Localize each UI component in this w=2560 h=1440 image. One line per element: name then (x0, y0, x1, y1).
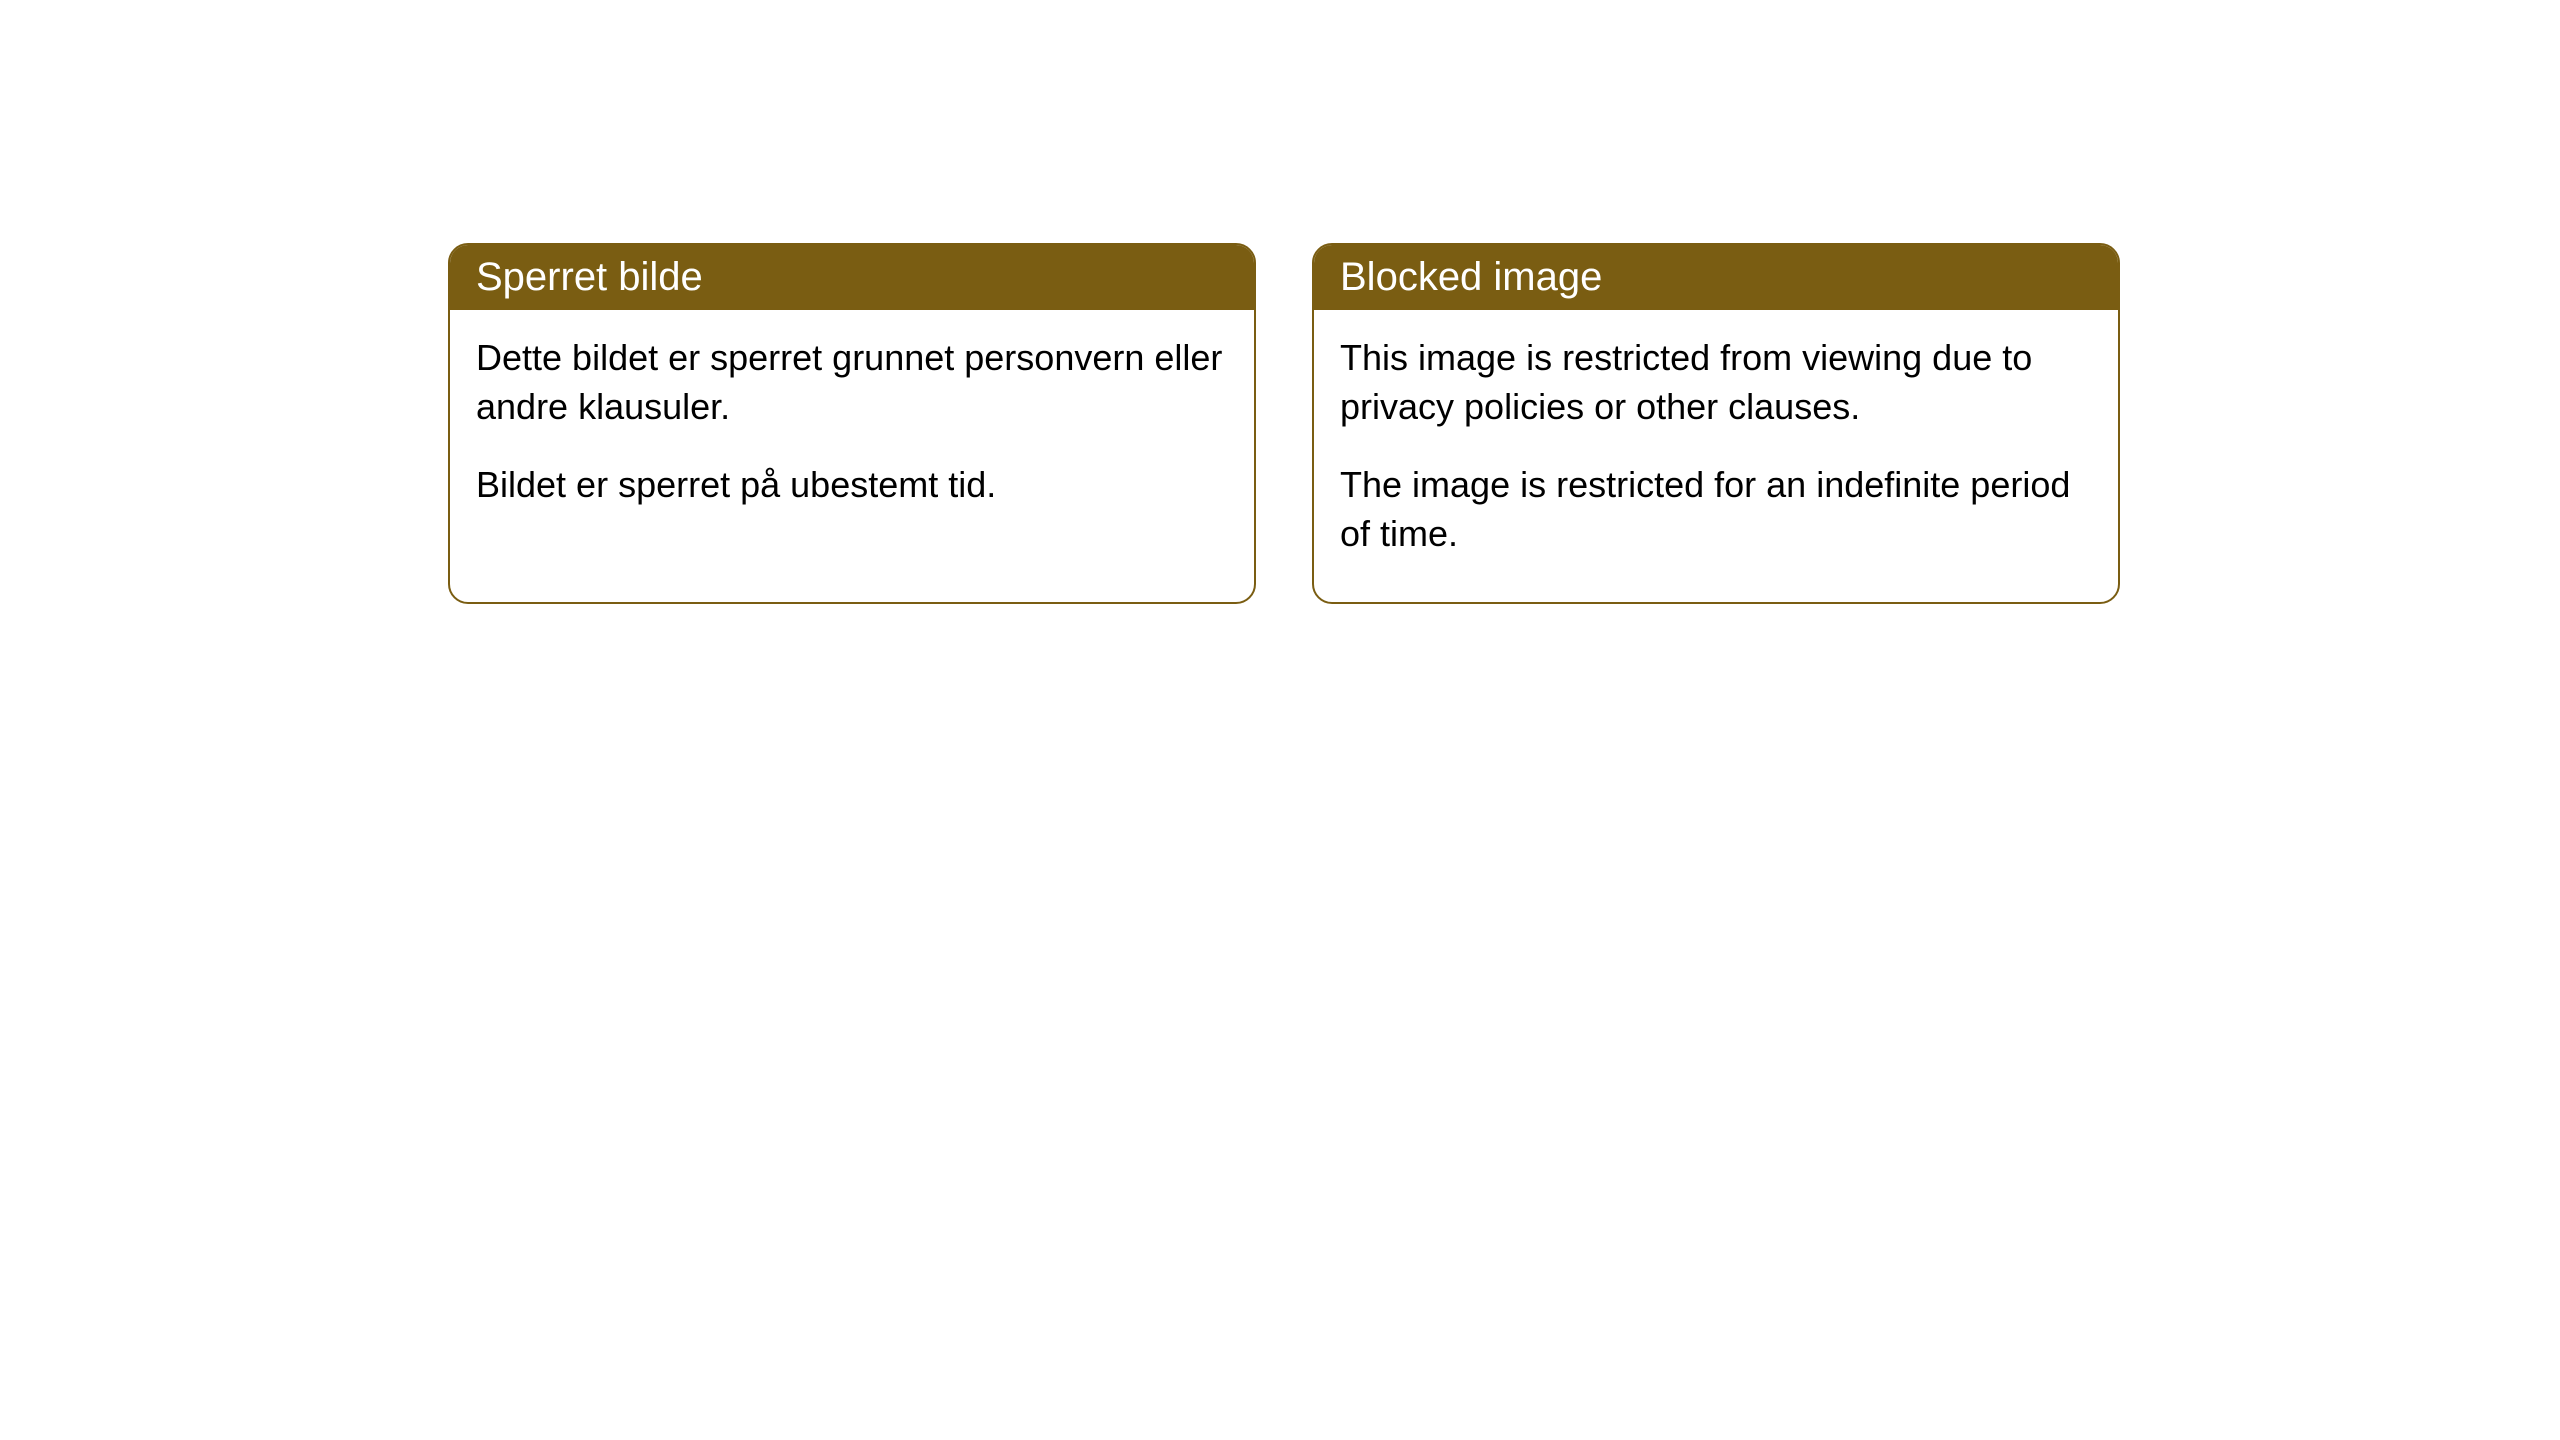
blocked-image-card-english: Blocked image This image is restricted f… (1312, 243, 2120, 604)
blocked-image-card-norwegian: Sperret bilde Dette bildet er sperret gr… (448, 243, 1256, 604)
card-header: Blocked image (1314, 245, 2118, 310)
card-paragraph: Bildet er sperret på ubestemt tid. (476, 461, 1228, 510)
card-title: Sperret bilde (476, 255, 703, 299)
card-title: Blocked image (1340, 255, 1602, 299)
card-paragraph: Dette bildet er sperret grunnet personve… (476, 334, 1228, 431)
card-header: Sperret bilde (450, 245, 1254, 310)
card-paragraph: The image is restricted for an indefinit… (1340, 461, 2092, 558)
notice-cards-container: Sperret bilde Dette bildet er sperret gr… (448, 243, 2120, 604)
card-body: Dette bildet er sperret grunnet personve… (450, 310, 1254, 554)
card-body: This image is restricted from viewing du… (1314, 310, 2118, 602)
card-paragraph: This image is restricted from viewing du… (1340, 334, 2092, 431)
